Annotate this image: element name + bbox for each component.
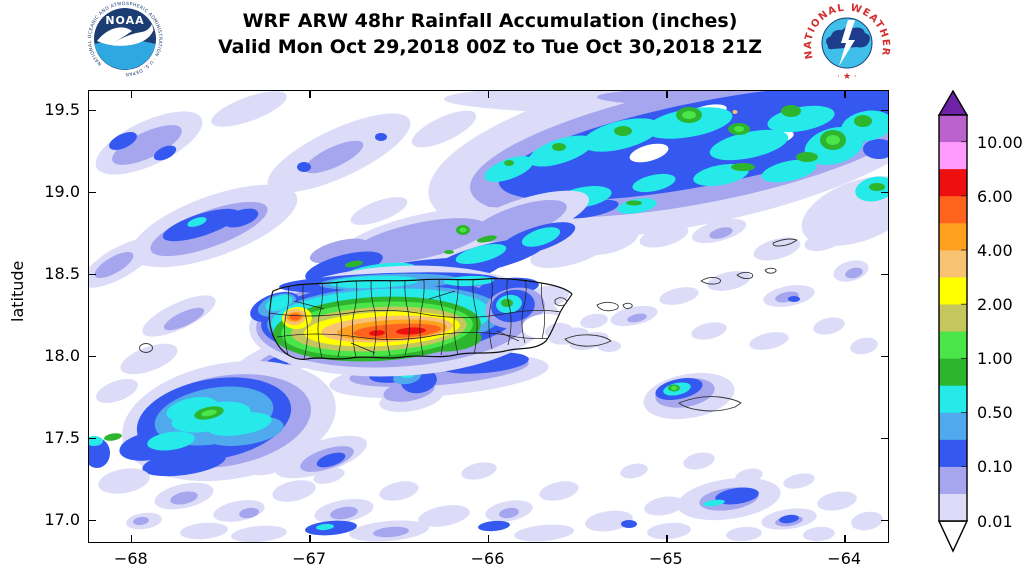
rain-field-south-scatter (98, 452, 883, 542)
axis-tick (881, 191, 888, 194)
axis-tick (881, 273, 888, 276)
axis-tick (844, 535, 846, 542)
colorbar-under-arrow (937, 520, 969, 553)
x-tick-label: −64 (827, 549, 862, 568)
colorbar-tick-label: 2.00 (977, 294, 1013, 314)
colorbar-scale (937, 89, 969, 553)
colorbar-segment (939, 169, 967, 197)
x-tick-label: −66 (470, 549, 505, 568)
noaa-logo-text: NOAA (105, 14, 144, 27)
axis-tick (89, 191, 96, 194)
colorbar-segment (939, 223, 967, 251)
rain-field-st-croix (643, 372, 735, 420)
colorbar-segment (939, 115, 967, 143)
axis-tick (89, 519, 96, 522)
axis-tick (89, 437, 96, 440)
colorbar-tick-label: 4.00 (977, 240, 1013, 260)
axis-tick (487, 535, 490, 542)
colorbar-segment (939, 277, 967, 305)
title-line-1: WRF ARW 48hr Rainfall Accumulation (inch… (242, 10, 738, 32)
colorbar-tick-label: 1.00 (977, 349, 1013, 369)
colorbar-over-arrow (937, 89, 969, 116)
axis-tick (666, 535, 668, 542)
axis-tick (131, 535, 133, 542)
axis-tick (89, 109, 96, 112)
colorbar-segment (939, 196, 967, 224)
axis-tick (666, 91, 668, 98)
colorbar-segment (939, 412, 967, 441)
colorbar-segment (939, 358, 967, 387)
nws-logo-stars: · ★ · (837, 72, 857, 82)
axis-tick (89, 355, 96, 358)
colorbar-tick-label: 0.50 (977, 403, 1013, 423)
nws-logo: NATIONAL WEATHER SERVICE · ★ · (800, 0, 890, 84)
rainfall-contour-map (89, 91, 888, 542)
axis-tick (309, 535, 311, 542)
axis-tick (881, 519, 888, 522)
axis-tick (881, 355, 888, 358)
culebra-coastline (554, 297, 568, 307)
x-tick-label: −65 (648, 549, 683, 568)
vieques-coastline (564, 334, 612, 347)
rain-field-southwest-cluster (89, 343, 367, 482)
st-john-coastline (622, 302, 633, 310)
y-tick-label: 18.0 (44, 345, 80, 365)
x-tick-label: −67 (292, 549, 327, 568)
mona-island-coastline (139, 343, 153, 353)
axis-tick (844, 91, 846, 98)
colorbar-segment (939, 385, 967, 414)
colorbar-tick-label: 10.00 (977, 132, 1023, 152)
x-tick-label: −68 (113, 549, 148, 568)
anegada-coastline (772, 238, 798, 247)
title-line-2: Valid Mon Oct 29,2018 00Z to Tue Oct 30,… (217, 36, 763, 58)
rain-field-puerto-rico (249, 265, 573, 377)
colorbar-tick-label: 6.00 (977, 186, 1013, 206)
axis-tick (881, 109, 888, 112)
axis-tick (487, 91, 490, 98)
colorbar-segment (939, 142, 967, 170)
tortola-chain-coastline (700, 267, 777, 285)
y-tick-label: 18.5 (44, 263, 80, 283)
colorbar-tick-label: 0.10 (977, 457, 1013, 477)
puerto-rico-municipal-boundaries (269, 278, 572, 360)
rain-field-vieques-area (549, 313, 621, 352)
y-tick-label: 17.5 (44, 427, 80, 447)
island-coastlines (139, 238, 798, 412)
colorbar-tick-label: 0.01 (977, 511, 1013, 531)
y-tick-label: 19.0 (44, 181, 80, 201)
puerto-rico-coastline (268, 277, 573, 360)
nws-lightning-icon (839, 20, 855, 66)
axis-tick (881, 437, 888, 440)
y-tick-label: 17.0 (44, 509, 80, 529)
colorbar-segment (939, 439, 967, 468)
colorbar-segment (939, 304, 967, 333)
colorbar-segment (939, 466, 967, 495)
y-tick-label: 19.5 (44, 99, 80, 119)
noaa-logo: NATIONAL OCEANIC AND ATMOSPHERIC ADMINIS… (84, 0, 165, 79)
noaa-seagull-icon (97, 24, 154, 46)
axis-tick (131, 91, 133, 98)
colorbar-outline (938, 114, 968, 522)
figure-title: WRF ARW 48hr Rainfall Accumulation (inch… (180, 8, 800, 60)
rain-field-east-scatter (569, 213, 878, 355)
colorbar-segment (939, 493, 967, 522)
noaa-logo-sea (94, 40, 156, 70)
map-plot-area (88, 90, 889, 543)
axis-tick (89, 273, 96, 276)
colorbar (931, 85, 1023, 565)
y-axis-label: latitude (8, 260, 27, 322)
st-croix-coastline (678, 396, 742, 412)
st-thomas-coastline (596, 301, 619, 312)
axis-tick (309, 91, 311, 98)
colorbar-segment (939, 250, 967, 278)
colorbar-segment (939, 331, 967, 360)
